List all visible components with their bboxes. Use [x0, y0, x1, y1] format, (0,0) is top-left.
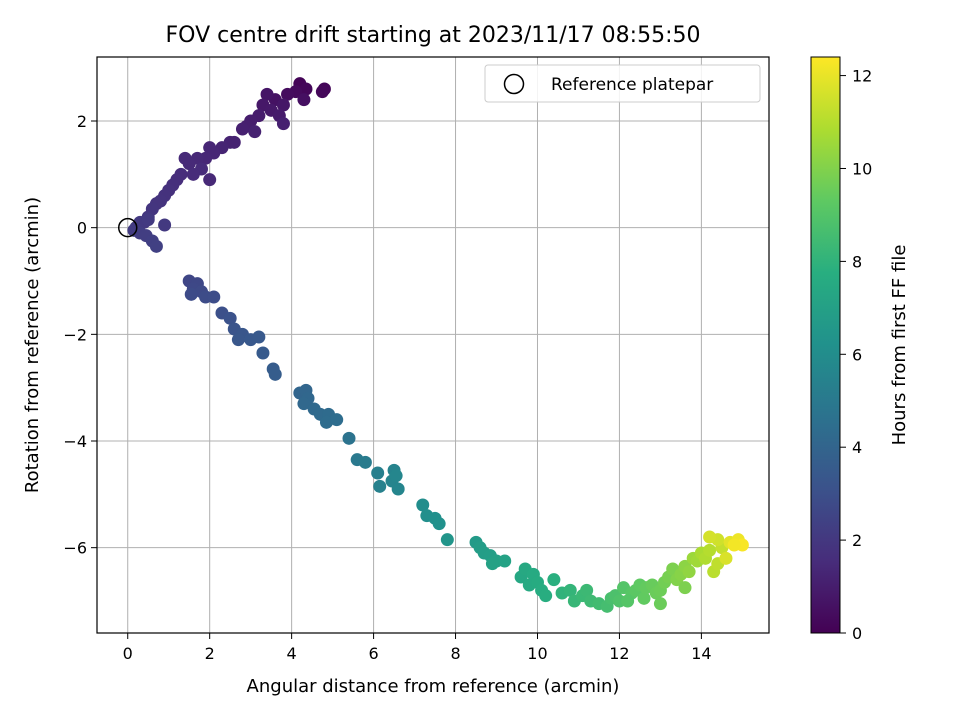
- data-point: [485, 557, 499, 571]
- colorbar-tick-label: 12: [852, 67, 872, 86]
- data-point: [256, 346, 270, 360]
- data-point: [297, 397, 311, 411]
- data-point: [678, 581, 692, 595]
- data-point: [330, 413, 344, 427]
- data-point: [498, 554, 512, 568]
- colorbar-tick-label: 10: [852, 159, 872, 178]
- colorbar-label: Hours from first FF file: [889, 245, 910, 446]
- data-point: [299, 82, 313, 96]
- chart-title: FOV centre drift starting at 2023/11/17 …: [166, 23, 701, 48]
- data-point: [186, 167, 200, 181]
- x-ticks: 0 2 4 6 8 10 12 14: [123, 633, 712, 663]
- data-point: [315, 85, 329, 99]
- data-point: [260, 87, 274, 101]
- data-point: [276, 98, 290, 112]
- data-point: [141, 213, 155, 227]
- x-tick-label: 0: [123, 644, 133, 663]
- data-point: [539, 589, 553, 603]
- legend-box: [484, 64, 761, 103]
- data-point: [319, 415, 333, 429]
- data-point: [703, 543, 717, 557]
- y-axis-label: Rotation from reference (arcmin): [22, 197, 43, 493]
- data-point: [371, 466, 385, 480]
- colorbar-tick-label: 2: [852, 531, 862, 550]
- data-point: [158, 218, 172, 232]
- y-tick-label: 2: [77, 112, 87, 131]
- x-tick-label: 8: [450, 644, 460, 663]
- data-point: [252, 330, 266, 344]
- y-tick-label: −2: [63, 325, 87, 344]
- data-point: [389, 469, 403, 483]
- reference-marker: [117, 217, 138, 238]
- colorbar-gradient: [810, 56, 841, 634]
- data-point: [621, 594, 635, 608]
- y-tick-label: −6: [63, 539, 87, 558]
- x-tick-label: 12: [609, 644, 629, 663]
- data-point: [207, 290, 221, 304]
- data-point: [727, 538, 741, 552]
- data-point: [580, 583, 594, 597]
- data-point: [563, 583, 577, 597]
- y-tick-label: 0: [77, 219, 87, 238]
- data-point: [637, 591, 651, 605]
- data-point: [276, 117, 290, 131]
- x-tick-label: 10: [527, 644, 547, 663]
- x-tick-label: 2: [205, 644, 215, 663]
- data-point: [391, 482, 405, 496]
- points: [127, 77, 749, 613]
- data-point: [719, 551, 733, 565]
- x-tick-label: 14: [691, 644, 711, 663]
- data-point: [547, 573, 561, 587]
- colorbar-tick-label: 6: [852, 345, 862, 364]
- data-point: [203, 173, 217, 187]
- plot-frame: [96, 56, 770, 634]
- data-point: [358, 455, 372, 469]
- colorbar-ticks: 0 2 4 6 8 10 12: [840, 67, 872, 643]
- x-axis-label: Angular distance from reference (arcmin): [247, 676, 620, 697]
- data-point: [227, 135, 241, 149]
- data-point: [703, 530, 717, 544]
- grid: [97, 57, 769, 633]
- data-point: [223, 311, 237, 325]
- data-point: [235, 122, 249, 136]
- data-point: [682, 565, 696, 579]
- data-point: [373, 479, 387, 493]
- x-tick-label: 6: [368, 644, 378, 663]
- data-point: [268, 367, 282, 381]
- colorbar-tick-label: 8: [852, 252, 862, 271]
- data-point: [149, 239, 163, 253]
- data-point: [281, 87, 295, 101]
- data-point: [297, 93, 311, 107]
- colorbar: 0 2 4 6 8 10 12 Hours from first FF file: [810, 56, 910, 643]
- legend-open-circle-icon: [503, 73, 525, 95]
- y-ticks: −6 −4 −2 0 2: [63, 112, 97, 558]
- colorbar-tick-label: 4: [852, 438, 862, 457]
- data-point: [416, 498, 430, 512]
- data-point: [184, 287, 198, 301]
- data-point: [653, 597, 667, 611]
- data-point: [248, 125, 262, 139]
- reference-point: [117, 217, 138, 238]
- x-tick-label: 4: [287, 644, 297, 663]
- y-tick-label: −4: [63, 432, 87, 451]
- data-point: [178, 151, 192, 165]
- data-point: [342, 431, 356, 445]
- legend: Reference platepar: [484, 64, 761, 103]
- data-point: [440, 533, 454, 547]
- data-point: [231, 333, 245, 347]
- legend-entry-reference: Reference platepar: [551, 75, 713, 95]
- data-point: [203, 141, 217, 155]
- colorbar-tick-label: 0: [852, 624, 862, 643]
- data-point: [432, 517, 446, 531]
